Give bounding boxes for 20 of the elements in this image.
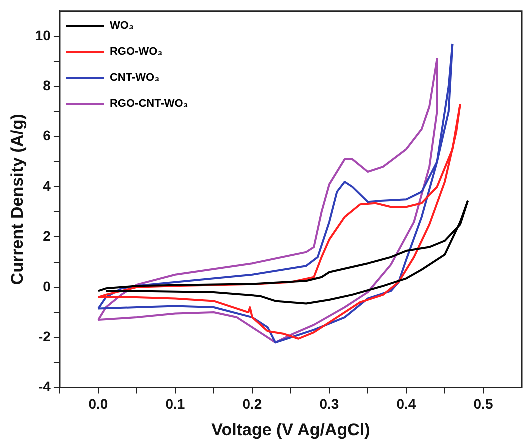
y-tick-label: -4 — [38, 378, 52, 395]
y-tick-label: -2 — [38, 328, 52, 344]
x-tick-label: 0.5 — [474, 396, 494, 412]
x-tick-label: 0.0 — [88, 396, 108, 412]
legend-label: CNT-WO₃ — [110, 72, 160, 84]
x-tick-label: 0.2 — [242, 396, 262, 412]
y-tick-label: 10 — [35, 27, 52, 44]
y-tick-label: 6 — [43, 128, 52, 144]
y-tick-label: 8 — [43, 78, 52, 94]
y-axis-title: Current Density (A/g) — [8, 114, 27, 286]
y-tick-label: 4 — [43, 178, 52, 194]
y-tick-label: 2 — [43, 228, 52, 244]
legend-label: RGO-WO₃ — [110, 46, 163, 58]
x-tick-label: 0.3 — [320, 396, 340, 412]
y-tick-label: 0 — [43, 278, 52, 294]
legend-label: RGO-CNT-WO₃ — [110, 98, 188, 110]
legend-label: WO₃ — [110, 20, 134, 32]
x-axis-title: Voltage (V Ag/AgCl) — [212, 420, 370, 440]
x-tick-label: 0.1 — [166, 396, 186, 412]
x-tick-label: 0.4 — [396, 396, 416, 412]
